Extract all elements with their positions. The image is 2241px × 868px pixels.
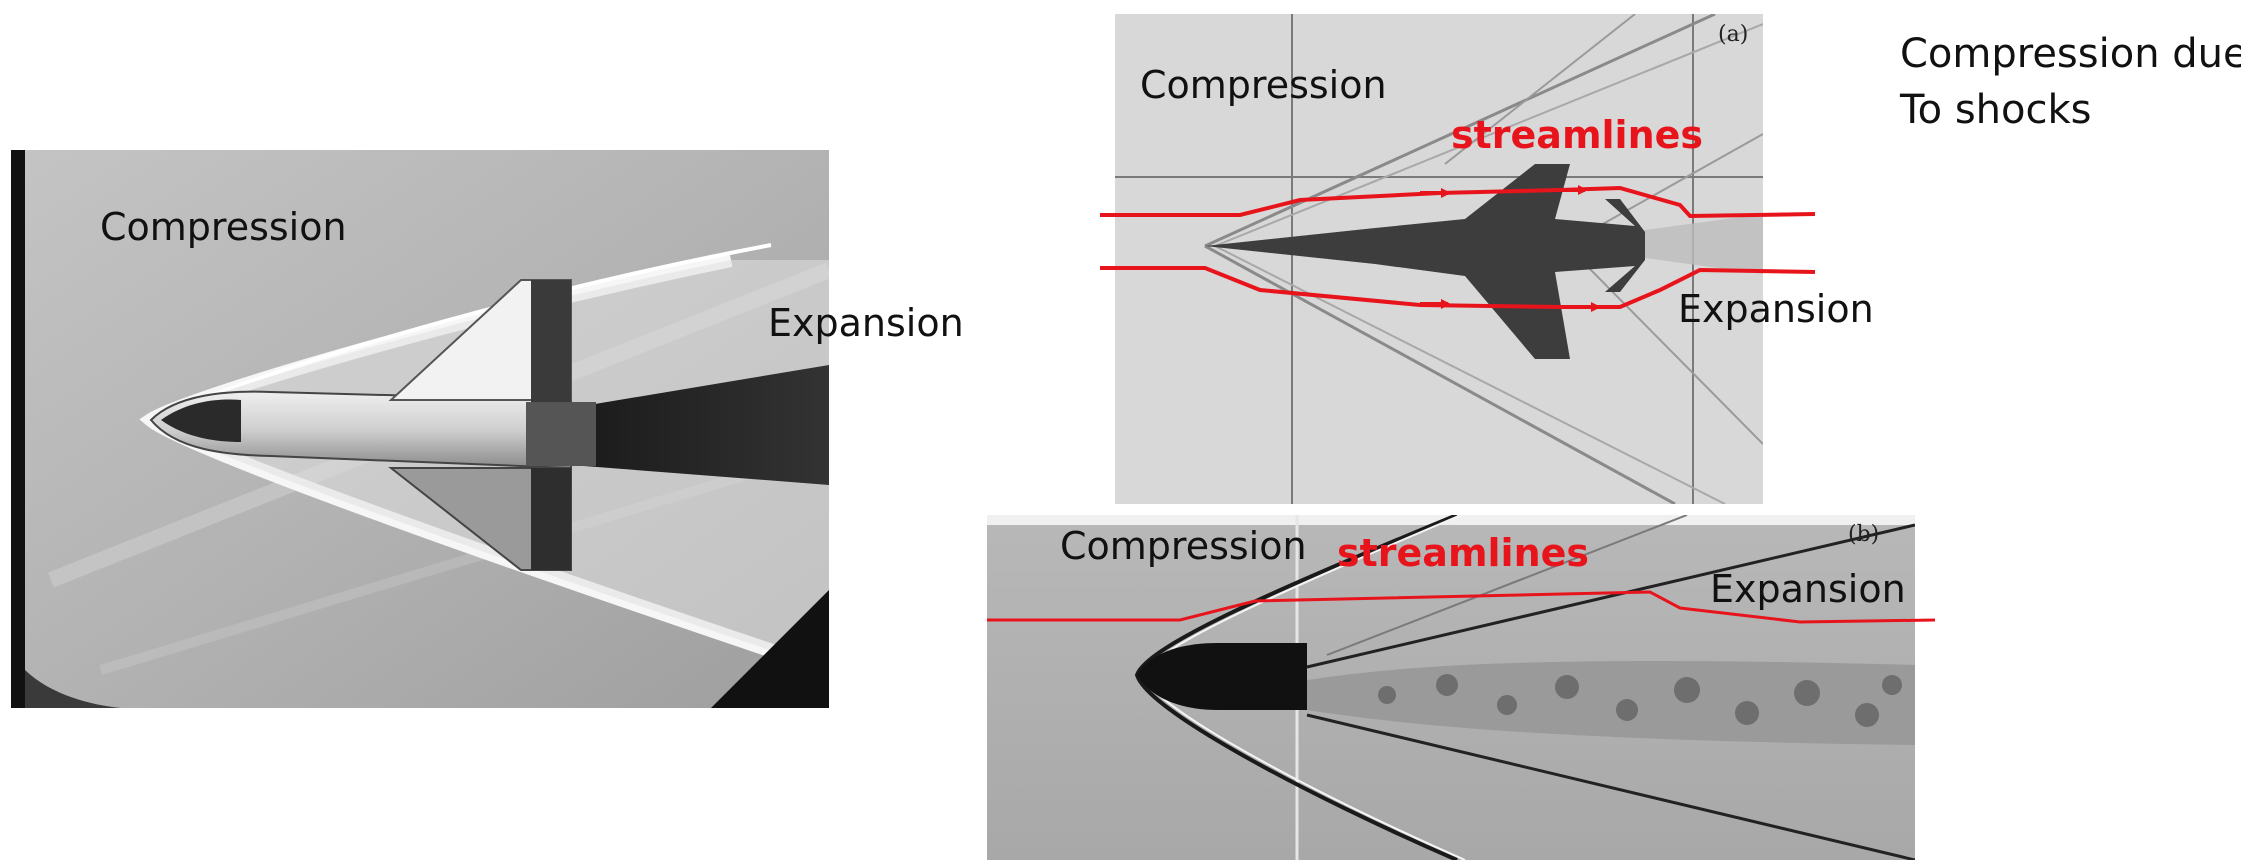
shuttle-expansion-label: Expansion (768, 301, 964, 345)
shuttle-shadowgraph-image (11, 150, 829, 708)
jet-panel-tag: (a) (1718, 22, 1749, 47)
shuttle-compression-label: Compression (100, 205, 347, 249)
side-note-line-1: Compression due (1900, 31, 2241, 77)
bullet-streamlines-label: streamlines (1337, 531, 1590, 575)
jet-compression-label: Compression (1140, 63, 1387, 107)
side-note-line-2: To shocks (1900, 87, 2092, 133)
shuttle-shadowgraph-panel (11, 150, 829, 708)
side-note: Compression due To shocks (1900, 26, 2241, 138)
bullet-shadowgraph-image (987, 515, 1915, 860)
jet-streamlines-label: streamlines (1451, 113, 1704, 157)
bullet-compression-label: Compression (1060, 524, 1307, 568)
bullet-expansion-label: Expansion (1710, 567, 1906, 611)
bullet-shadowgraph-panel (987, 515, 1915, 860)
bullet-panel-tag: (b) (1848, 522, 1880, 547)
jet-expansion-label: Expansion (1678, 287, 1874, 331)
